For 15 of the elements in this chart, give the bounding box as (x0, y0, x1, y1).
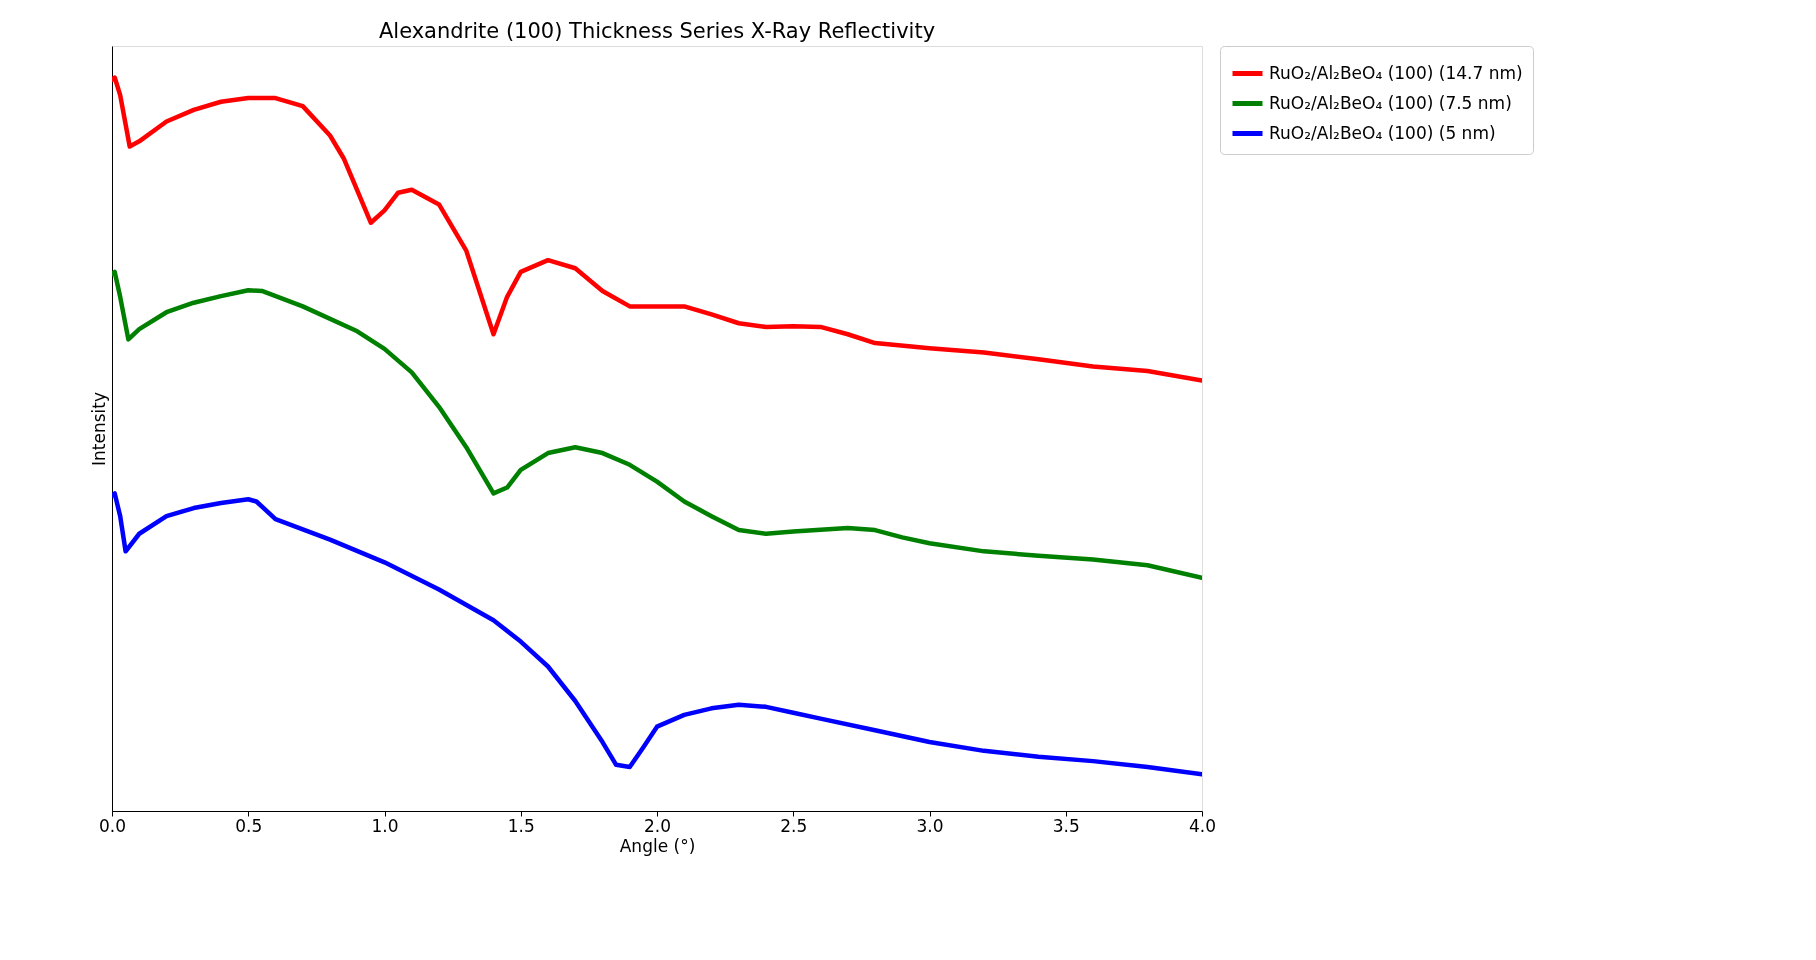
x-tick-label: 1.5 (507, 815, 535, 836)
x-tick-label: 3.0 (916, 815, 944, 836)
y-axis-title: Intensity (88, 392, 109, 466)
x-tick-label: 2.0 (643, 815, 672, 836)
legend-label: RuO₂/Al₂BeO₄ (100) (7.5 nm) (1269, 92, 1512, 113)
x-tick-label: 1.0 (371, 815, 399, 836)
x-tick-label: 0.5 (235, 815, 263, 836)
x-axis-title: Angle (°) (619, 835, 696, 856)
x-tick-label: 3.5 (1052, 815, 1080, 836)
x-tick-label: 0.0 (98, 815, 127, 836)
legend-label: RuO₂/Al₂BeO₄ (100) (5 nm) (1269, 122, 1496, 143)
x-tick-label: 2.5 (780, 815, 808, 836)
x-tick-label: 4.0 (1188, 815, 1217, 836)
legend-label: RuO₂/Al₂BeO₄ (100) (14.7 nm) (1269, 62, 1523, 83)
chart-title: Alexandrite (100) Thickness Series X-Ray Reflectivity (378, 18, 936, 43)
